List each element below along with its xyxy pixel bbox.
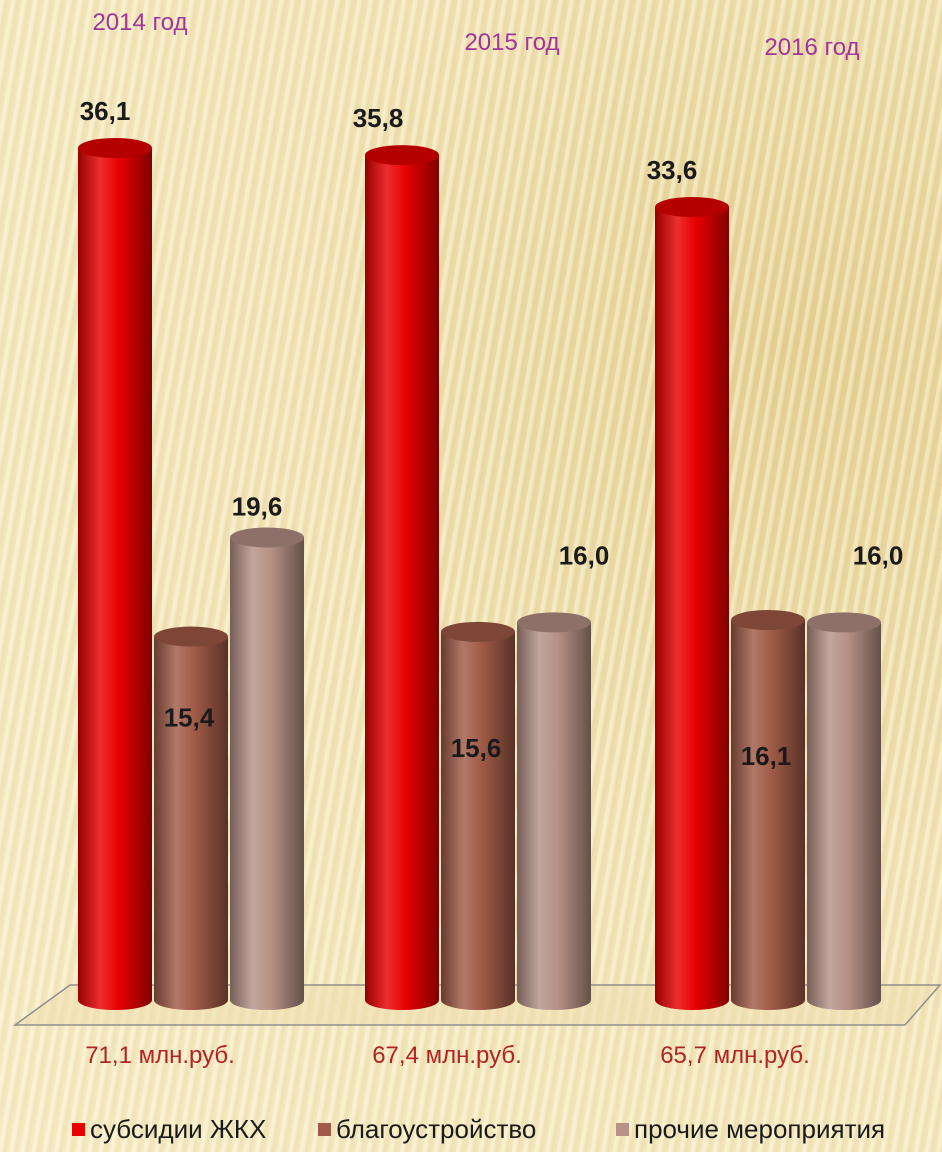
bar-top — [655, 197, 729, 218]
total-label: 65,7 млн.руб. — [660, 1042, 810, 1069]
bar — [731, 620, 805, 1010]
year-label: 2016 год — [764, 34, 859, 61]
data-label: 35,8 — [353, 103, 404, 133]
total-label: 67,4 млн.руб. — [372, 1042, 522, 1069]
bar-top — [230, 527, 304, 548]
legend-swatch — [72, 1123, 85, 1136]
legend-item-label: благоустройство — [336, 1114, 536, 1144]
bar-top — [731, 610, 805, 631]
legend-swatch — [616, 1123, 629, 1136]
bar — [517, 622, 591, 1010]
data-label: 36,1 — [80, 96, 131, 126]
data-label: 15,4 — [164, 703, 215, 733]
total-label: 71,1 млн.руб. — [85, 1042, 235, 1069]
legend-item-label: прочие мероприятия — [634, 1114, 885, 1144]
bar — [78, 148, 152, 1011]
bar — [807, 622, 881, 1010]
bar — [365, 155, 439, 1010]
year-label: 2014 год — [92, 9, 187, 36]
data-label: 16,1 — [741, 741, 792, 771]
bar-top — [365, 145, 439, 166]
data-label: 19,6 — [232, 491, 283, 521]
bar — [441, 631, 515, 1010]
bar-top — [154, 626, 228, 647]
data-label: 16,0 — [559, 540, 610, 570]
legend-swatch — [318, 1123, 331, 1136]
bar — [230, 537, 304, 1010]
bar — [154, 636, 228, 1010]
legend-item-label: субсидии ЖКХ — [90, 1114, 266, 1144]
bar-top — [78, 138, 152, 159]
data-label: 15,6 — [451, 733, 502, 763]
data-label: 16,0 — [853, 540, 904, 570]
bar-top — [517, 612, 591, 633]
data-label: 33,6 — [647, 155, 698, 185]
year-label: 2015 год — [464, 29, 559, 56]
bar — [655, 207, 729, 1011]
bar-top — [441, 621, 515, 642]
bar-top — [807, 612, 881, 633]
